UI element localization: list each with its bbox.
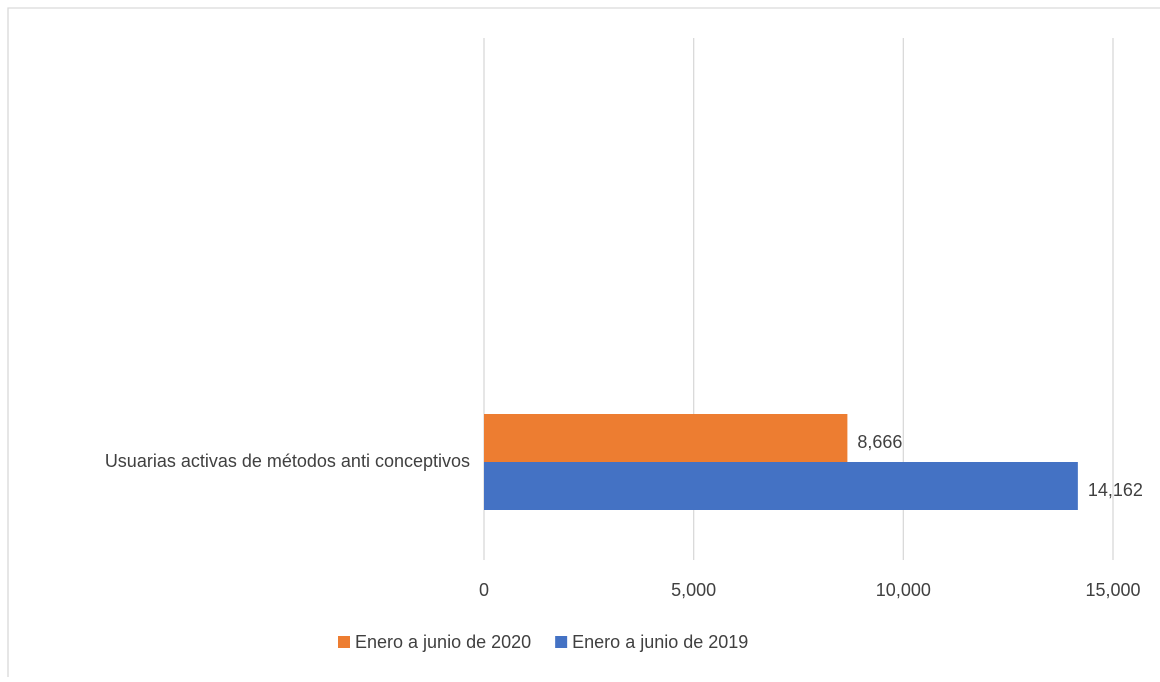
x-tick-label: 15,000	[1085, 580, 1140, 600]
x-tick-label: 10,000	[876, 580, 931, 600]
chart-border	[7, 7, 1160, 677]
legend-swatch	[338, 636, 350, 648]
data-label: 14,162	[1088, 480, 1143, 500]
legend-swatch	[555, 636, 568, 648]
bar	[484, 414, 848, 462]
legend-label: Enero a junio de 2019	[572, 632, 748, 652]
legend-label: Enero a junio de 2020	[355, 632, 531, 652]
x-tick-label: 0	[479, 580, 489, 600]
y-tick-label: Usuarias activas de métodos anti concept…	[105, 451, 470, 471]
x-tick-label: 5,000	[671, 580, 716, 600]
bar	[484, 462, 1078, 510]
data-label: 8,666	[857, 432, 902, 452]
